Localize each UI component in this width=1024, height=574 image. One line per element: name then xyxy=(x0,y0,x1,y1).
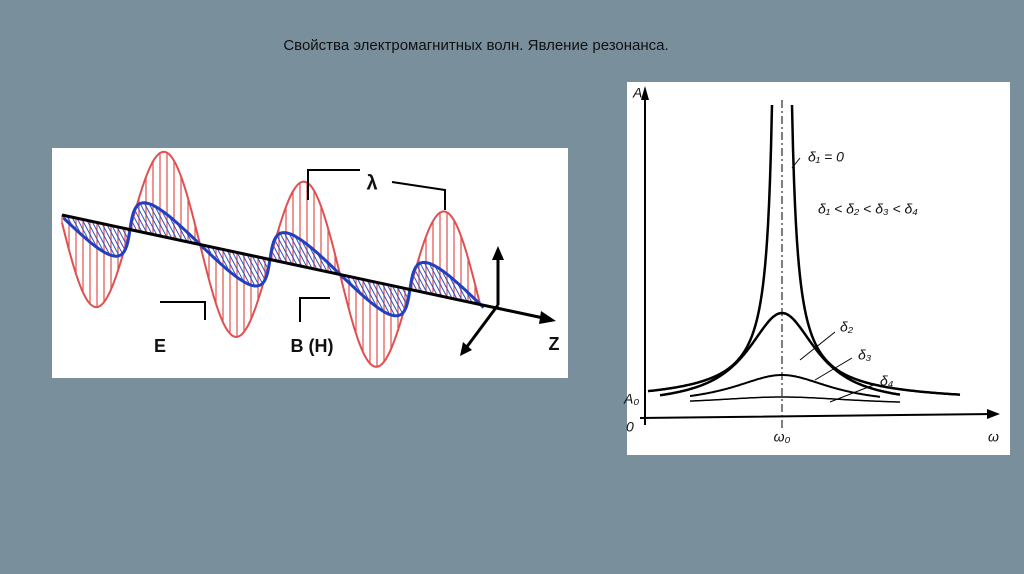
b-hatch xyxy=(91,221,111,256)
wave-label: λ xyxy=(366,172,377,194)
curve-d1 xyxy=(647,104,961,396)
b-hatch xyxy=(76,217,90,242)
b-hatch xyxy=(221,248,238,278)
b-hatch xyxy=(386,283,403,314)
b-hatch xyxy=(428,263,448,298)
curve-d2 xyxy=(659,311,901,397)
b-hatch xyxy=(246,254,263,284)
b-hatch xyxy=(391,285,406,310)
b-hatch xyxy=(301,240,318,270)
graph-label: A xyxy=(632,85,642,101)
b-hatch xyxy=(216,247,230,272)
axes xyxy=(639,92,995,425)
b-hatch xyxy=(168,215,183,241)
axis-diag xyxy=(464,304,500,349)
b-hatch xyxy=(154,206,173,239)
graph-label: δ₂ xyxy=(840,319,854,335)
b-hatch xyxy=(276,235,293,265)
b-wave xyxy=(62,201,485,318)
b-hatch xyxy=(116,226,128,246)
b-hatch xyxy=(288,233,308,268)
b-hatch xyxy=(101,223,120,256)
b-hatch xyxy=(356,277,370,302)
b-hatch xyxy=(414,269,428,293)
wave-diagram: λ E B (H) Z xyxy=(61,150,560,368)
b-hatch xyxy=(366,279,385,312)
wave-label: Z xyxy=(549,334,560,354)
graph-label: δ₄ xyxy=(880,373,894,389)
b-hatch xyxy=(441,269,458,300)
graph-label: δ₁ = 0 xyxy=(808,149,844,165)
b-hatch xyxy=(226,249,245,283)
slide-title: Свойства электромагнитных волн. Явление … xyxy=(283,37,668,54)
graph-label: 0 xyxy=(626,419,634,435)
b-hatch xyxy=(241,253,260,286)
b-hatch xyxy=(106,224,123,254)
b-hatch xyxy=(419,262,438,296)
b-hatch xyxy=(134,209,148,234)
b-hatch xyxy=(283,232,303,267)
curve-d4 xyxy=(689,396,901,403)
graph-label: A₀ xyxy=(623,391,639,407)
b-hatch xyxy=(251,255,266,281)
b-hatch xyxy=(423,262,443,297)
b-hatch xyxy=(143,202,163,237)
b-hatch xyxy=(148,203,168,238)
b-hatch xyxy=(236,252,256,287)
b-hatch xyxy=(111,225,126,251)
graph-label: δ₃ xyxy=(858,347,872,363)
b-hatch xyxy=(396,286,408,306)
b-hatch xyxy=(448,275,463,301)
b-hatch xyxy=(81,219,98,248)
b-hatch xyxy=(376,281,396,317)
b-hatch xyxy=(308,245,323,271)
b-hatch xyxy=(294,235,313,269)
wave-label: B (H) xyxy=(291,336,334,356)
e-leader xyxy=(160,301,206,320)
wave-label: E xyxy=(154,336,166,356)
b-hatch xyxy=(86,220,105,253)
b-hatch xyxy=(256,256,268,276)
b-hatch xyxy=(231,250,251,285)
lambda-bracket xyxy=(307,169,446,210)
b-hatch xyxy=(161,210,178,240)
b-hatch xyxy=(136,205,153,235)
b-hatch xyxy=(139,203,158,236)
graph-label: δ₁ < δ₂ < δ₃ < δ₄ xyxy=(818,201,918,217)
b-hatch xyxy=(96,222,116,257)
leaders xyxy=(791,157,877,403)
graph-label: ω₀ xyxy=(774,429,791,445)
graph-panel xyxy=(627,82,1010,455)
curve-d3 xyxy=(689,374,881,398)
z-axis xyxy=(61,213,549,321)
b-hatch xyxy=(371,280,391,315)
b-hatch xyxy=(381,282,400,316)
b-hatch xyxy=(274,239,288,264)
b-hatch xyxy=(361,278,378,308)
b-hatch xyxy=(434,265,453,299)
b-leader xyxy=(299,297,330,322)
b-hatch xyxy=(416,265,433,295)
graph-label: ω xyxy=(988,429,999,445)
b-hatch xyxy=(279,233,298,266)
